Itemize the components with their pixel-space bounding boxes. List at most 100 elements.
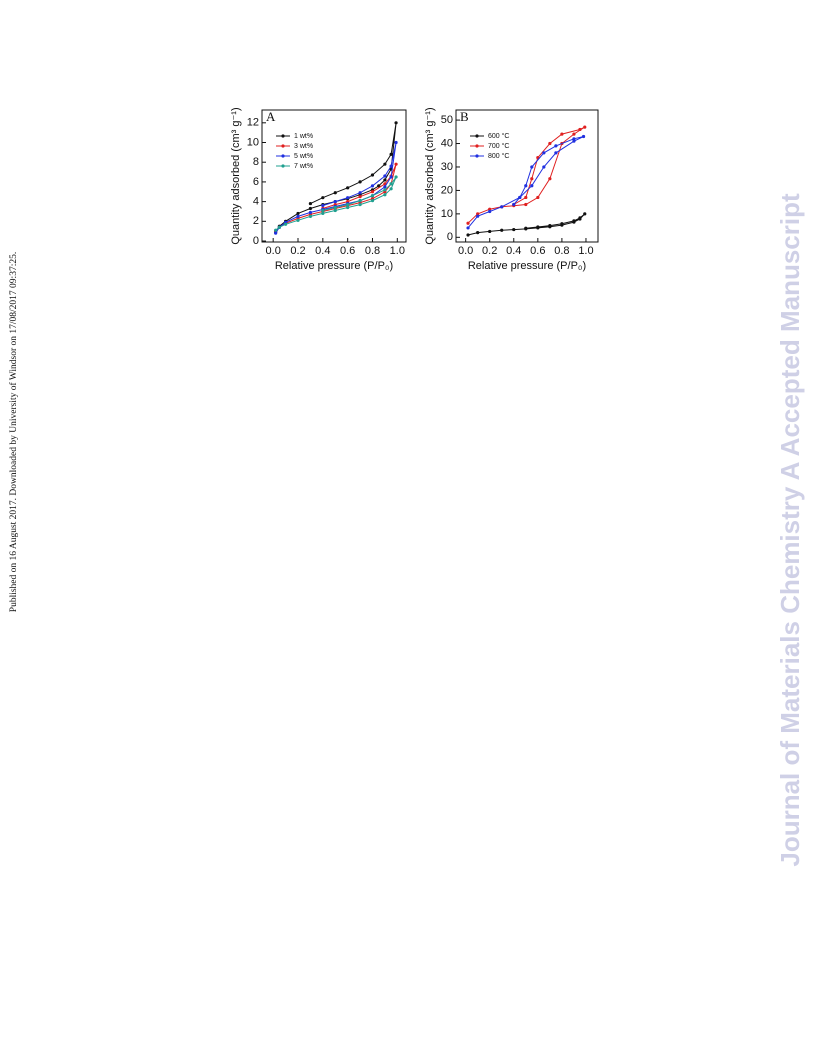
data-point <box>283 222 288 226</box>
x-tick-label: 0.6 <box>340 245 355 257</box>
data-point <box>476 214 480 218</box>
data-point <box>488 207 492 211</box>
series-line <box>275 122 397 233</box>
watermark: Journal of Materials Chemistry A Accepte… <box>775 193 805 867</box>
data-point <box>572 139 576 143</box>
legend-label: 600 °C <box>488 132 509 140</box>
y-tick-label: 30 <box>441 161 453 173</box>
series-line <box>467 136 584 229</box>
data-point <box>394 121 398 125</box>
series-line <box>275 164 397 232</box>
data-point <box>524 226 528 230</box>
legend-label: 700 °C <box>488 142 509 150</box>
data-point <box>383 188 387 192</box>
data-point <box>346 186 350 190</box>
side-note: Published on 16 August 2017. Downloaded … <box>8 252 19 612</box>
data-point <box>530 184 534 188</box>
data-point <box>358 180 362 184</box>
data-point <box>377 184 381 188</box>
y-axis-label: Quantity adsorbed (cm³ g⁻¹) <box>230 107 242 244</box>
data-point <box>530 177 534 181</box>
data-point <box>389 175 393 179</box>
data-point <box>308 214 313 218</box>
data-point <box>383 174 387 178</box>
legend-label: 800 °C <box>488 152 509 160</box>
data-point <box>308 206 313 211</box>
plot-frame <box>455 109 599 243</box>
data-point <box>333 191 337 195</box>
data-point <box>466 233 470 237</box>
data-point <box>296 218 300 222</box>
data-point <box>333 205 337 210</box>
legend-marker <box>475 154 479 158</box>
y-tick-label: 6 <box>253 176 259 188</box>
legend-marker <box>281 164 285 168</box>
data-point <box>346 205 350 210</box>
data-point <box>524 184 528 188</box>
legend-label: 7 wt% <box>294 163 313 170</box>
y-tick-label: 10 <box>441 208 453 220</box>
data-point <box>370 194 375 198</box>
data-point <box>389 164 393 168</box>
x-tick-label: 0.2 <box>290 245 305 257</box>
legend-marker <box>281 134 285 138</box>
legend-marker <box>475 144 479 148</box>
data-point <box>524 195 528 200</box>
data-point <box>358 199 362 203</box>
data-point <box>500 205 504 209</box>
data-point <box>274 228 278 232</box>
data-point <box>370 190 375 194</box>
data-point <box>394 140 398 145</box>
x-axis-label: Relative pressure (P/P₀) <box>468 260 586 272</box>
data-point <box>500 228 504 232</box>
data-point <box>308 201 313 206</box>
data-point <box>277 225 281 229</box>
data-point <box>583 125 587 129</box>
data-point <box>554 144 558 148</box>
data-point <box>296 211 300 216</box>
data-point <box>358 191 362 195</box>
data-point <box>548 177 552 181</box>
x-tick-label: 1.0 <box>390 245 405 257</box>
data-point <box>466 226 470 230</box>
data-point <box>274 231 278 235</box>
data-point <box>321 211 325 216</box>
x-tick-label: 0.0 <box>458 245 473 257</box>
series-line <box>275 142 397 234</box>
data-point <box>308 210 313 215</box>
data-point <box>578 216 582 220</box>
data-point <box>524 202 528 207</box>
data-point <box>476 212 480 216</box>
data-point <box>333 200 337 204</box>
data-point <box>572 132 576 136</box>
legend-marker <box>281 154 285 158</box>
data-point <box>466 221 470 225</box>
x-tick-label: 0.2 <box>482 245 497 257</box>
legend-label: 5 wt% <box>294 153 313 160</box>
data-point <box>383 162 387 166</box>
y-axis-label: Quantity adsorbed (cm³ g⁻¹) <box>424 107 436 244</box>
y-tick-label: 4 <box>253 196 259 208</box>
data-point <box>536 225 540 229</box>
x-tick-label: 1.0 <box>578 245 593 257</box>
data-point <box>583 212 587 216</box>
series-line <box>467 213 586 236</box>
data-point <box>358 202 362 207</box>
panel-label: B <box>460 109 469 124</box>
data-point <box>578 127 582 132</box>
data-point <box>560 222 564 226</box>
data-point <box>370 173 375 177</box>
data-point <box>370 199 375 203</box>
data-point <box>333 208 337 213</box>
y-tick-label: 8 <box>253 156 259 168</box>
y-tick-label: 10 <box>247 136 259 148</box>
data-point <box>346 202 350 207</box>
x-tick-label: 0.4 <box>315 245 330 257</box>
data-point <box>321 203 325 208</box>
y-tick-label: 40 <box>441 137 453 149</box>
series-line <box>275 176 397 231</box>
data-point <box>321 196 325 200</box>
data-point <box>548 141 552 146</box>
data-point <box>383 178 387 182</box>
data-point <box>394 162 398 166</box>
